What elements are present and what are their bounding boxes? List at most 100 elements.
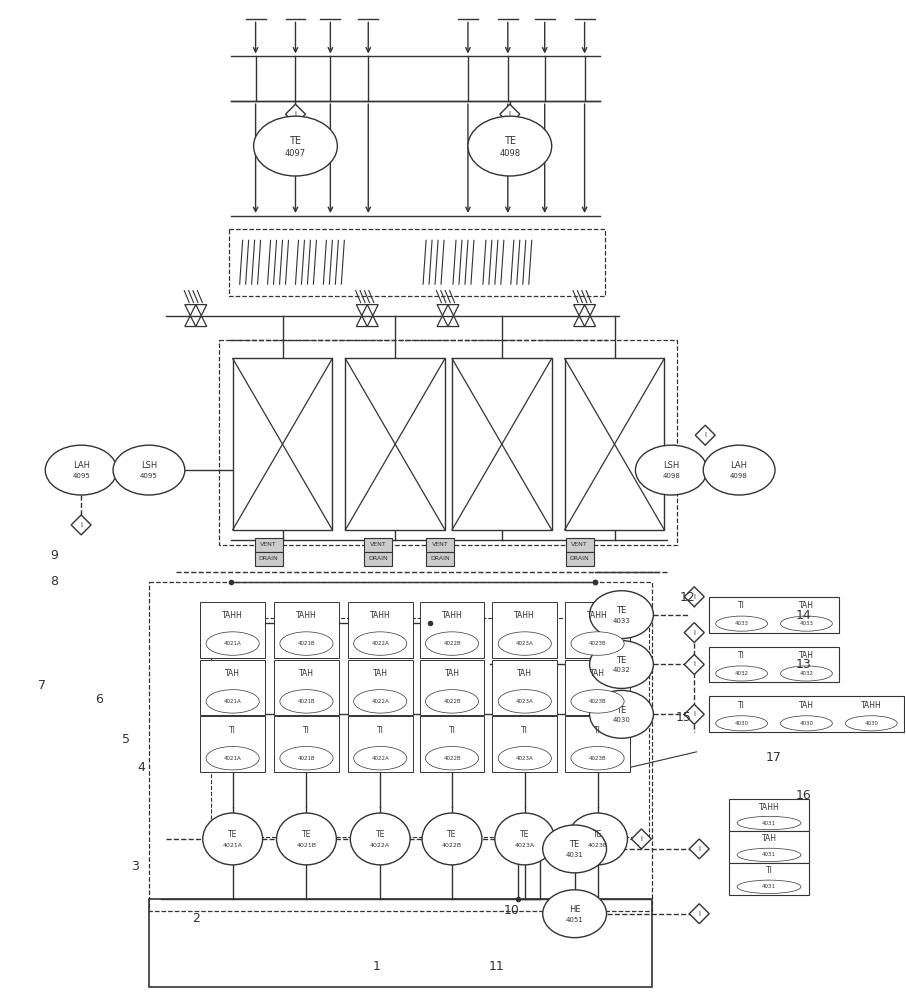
- Ellipse shape: [780, 716, 833, 731]
- Bar: [348, 660, 412, 715]
- Text: TI: TI: [594, 726, 601, 735]
- Ellipse shape: [635, 445, 708, 495]
- Ellipse shape: [716, 666, 767, 681]
- Bar: [565, 716, 630, 772]
- Text: TE: TE: [616, 706, 627, 715]
- Ellipse shape: [590, 591, 653, 639]
- Text: I: I: [693, 630, 695, 636]
- Bar: [729, 863, 809, 895]
- Text: 4021A: 4021A: [224, 641, 242, 646]
- Ellipse shape: [498, 746, 552, 770]
- Ellipse shape: [206, 690, 259, 713]
- Text: 4021B: 4021B: [298, 641, 315, 646]
- Ellipse shape: [498, 632, 552, 655]
- Text: 4031: 4031: [762, 821, 776, 826]
- Text: TAH: TAH: [226, 669, 240, 678]
- Text: 4030: 4030: [735, 721, 748, 726]
- Text: TE: TE: [504, 136, 516, 146]
- Bar: [426, 552, 454, 566]
- Text: TAH: TAH: [762, 834, 776, 843]
- Text: 4022A: 4022A: [371, 699, 389, 704]
- Text: TAH: TAH: [799, 601, 814, 610]
- Text: TI: TI: [521, 726, 528, 735]
- Bar: [565, 552, 593, 566]
- Bar: [492, 716, 557, 772]
- Ellipse shape: [780, 666, 833, 681]
- Ellipse shape: [280, 690, 333, 713]
- Ellipse shape: [468, 116, 552, 176]
- Text: TE: TE: [448, 830, 457, 839]
- Text: 4095: 4095: [72, 473, 90, 479]
- Text: TAH: TAH: [299, 669, 314, 678]
- Text: VENT: VENT: [260, 542, 277, 547]
- Ellipse shape: [280, 632, 333, 655]
- Text: TAHH: TAHH: [861, 701, 882, 710]
- Text: I: I: [699, 846, 700, 852]
- Bar: [274, 602, 339, 658]
- Bar: [364, 552, 392, 566]
- Text: 4033: 4033: [799, 621, 814, 626]
- Text: 4031: 4031: [565, 852, 583, 858]
- Text: TE: TE: [520, 830, 529, 839]
- Bar: [255, 538, 283, 552]
- Text: 4022B: 4022B: [443, 641, 461, 646]
- Text: DRAIN: DRAIN: [369, 556, 388, 561]
- Text: 4097: 4097: [284, 149, 306, 158]
- Text: TI: TI: [448, 726, 456, 735]
- Bar: [228, 229, 604, 296]
- Ellipse shape: [845, 716, 897, 731]
- Bar: [709, 597, 839, 633]
- Text: 4098: 4098: [730, 473, 748, 479]
- Text: 7: 7: [38, 679, 46, 692]
- Bar: [729, 831, 809, 863]
- Ellipse shape: [780, 616, 833, 631]
- Text: I: I: [80, 522, 82, 528]
- Text: 4022B: 4022B: [442, 843, 462, 848]
- Text: 4022B: 4022B: [443, 699, 461, 704]
- Polygon shape: [684, 655, 704, 674]
- Text: 8: 8: [50, 575, 58, 588]
- Text: I: I: [294, 111, 296, 117]
- Bar: [149, 582, 652, 911]
- Text: 4031: 4031: [762, 884, 776, 889]
- Text: LSH: LSH: [663, 461, 680, 470]
- Text: DRAIN: DRAIN: [430, 556, 450, 561]
- Bar: [709, 696, 903, 732]
- Ellipse shape: [703, 445, 775, 495]
- Bar: [564, 358, 664, 530]
- Polygon shape: [684, 587, 704, 607]
- Text: TI: TI: [766, 866, 773, 875]
- Text: 6: 6: [95, 693, 103, 706]
- Text: TI: TI: [738, 601, 745, 610]
- Text: 12: 12: [680, 591, 696, 604]
- Polygon shape: [72, 515, 92, 535]
- Text: DRAIN: DRAIN: [570, 556, 590, 561]
- Ellipse shape: [351, 813, 410, 865]
- Bar: [565, 602, 630, 658]
- Ellipse shape: [280, 746, 333, 770]
- Text: 4022A: 4022A: [371, 756, 389, 761]
- Ellipse shape: [206, 632, 259, 655]
- Ellipse shape: [426, 746, 478, 770]
- Ellipse shape: [206, 746, 259, 770]
- Bar: [492, 602, 557, 658]
- Text: TAH: TAH: [799, 701, 814, 710]
- Ellipse shape: [590, 690, 653, 738]
- Bar: [426, 538, 454, 552]
- Ellipse shape: [737, 880, 801, 894]
- Ellipse shape: [571, 632, 624, 655]
- Bar: [255, 552, 283, 566]
- Text: TAH: TAH: [590, 669, 605, 678]
- Text: 4021A: 4021A: [224, 699, 242, 704]
- Text: TE: TE: [593, 830, 602, 839]
- Bar: [419, 716, 485, 772]
- Text: TE: TE: [375, 830, 385, 839]
- Text: I: I: [693, 711, 695, 717]
- Text: TAH: TAH: [799, 651, 814, 660]
- Text: I: I: [693, 661, 695, 667]
- Text: 11: 11: [488, 960, 505, 973]
- Text: HE: HE: [569, 905, 581, 914]
- Polygon shape: [285, 104, 305, 124]
- Ellipse shape: [353, 632, 407, 655]
- Bar: [565, 538, 593, 552]
